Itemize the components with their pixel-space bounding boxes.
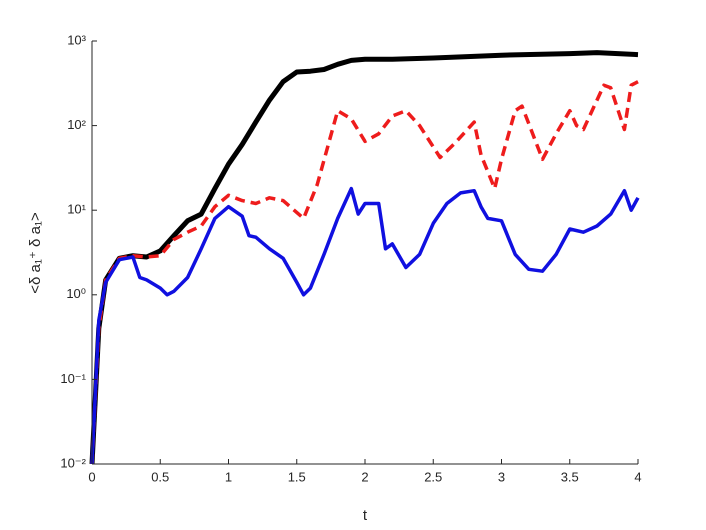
line-series xyxy=(89,50,639,465)
x-tick-label: 0.5 xyxy=(151,469,169,484)
x-tick-label: 0 xyxy=(88,469,95,484)
x-tick-label: 3 xyxy=(498,469,505,484)
x-tick-label: 2 xyxy=(361,469,368,484)
y-axis-label: <δ a₁⁺ δ a₁> xyxy=(27,212,44,294)
y-tick-label: 10³ xyxy=(67,32,86,47)
x-tick-label: 2.5 xyxy=(424,469,442,484)
y-tick-label: 10² xyxy=(67,117,86,132)
x-tick-label: 3.5 xyxy=(561,469,579,484)
x-tick-label: 1.5 xyxy=(288,469,306,484)
line-series xyxy=(90,80,639,465)
line-series xyxy=(90,186,640,465)
x-tick-label: 1 xyxy=(225,469,232,484)
y-tick-label: 10¹ xyxy=(67,202,86,217)
x-tick-label: 4 xyxy=(634,469,641,484)
y-tick-label: 10⁻¹ xyxy=(60,371,86,386)
x-axis-label: t xyxy=(363,507,368,524)
y-tick-label: 10⁰ xyxy=(66,286,86,301)
y-tick-label: 10⁻² xyxy=(60,455,86,470)
